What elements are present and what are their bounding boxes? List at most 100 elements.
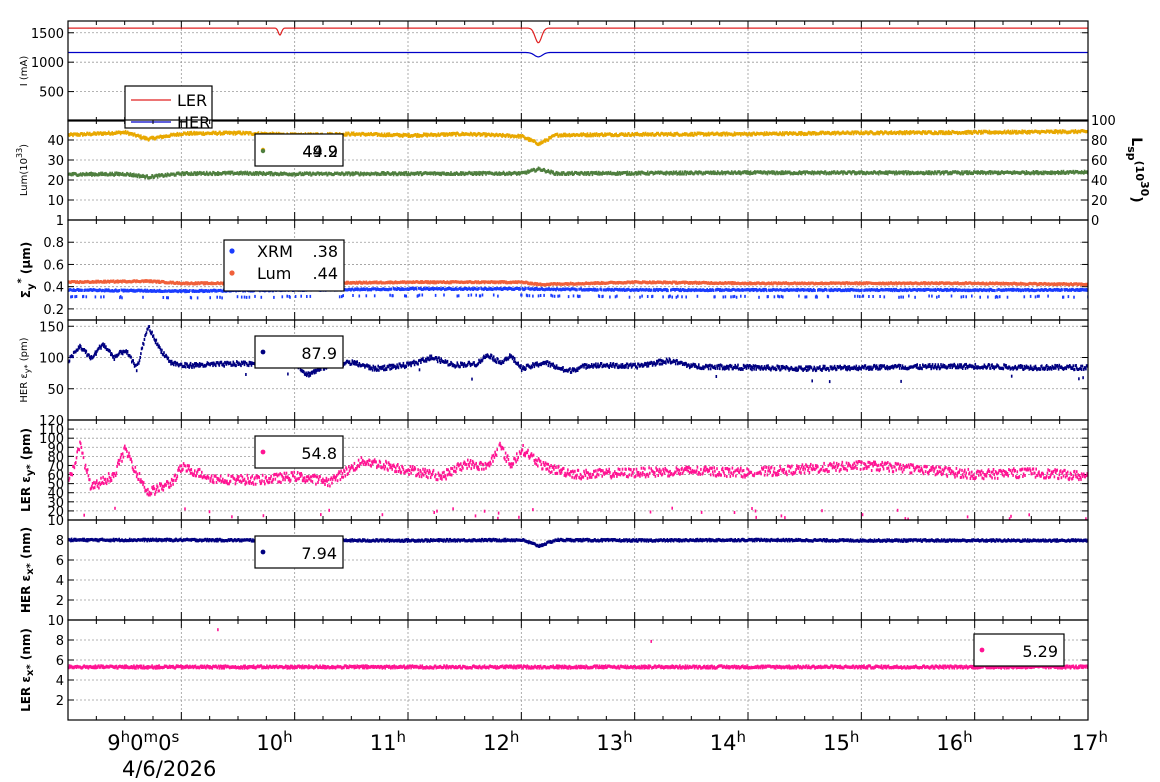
data-point: [618, 171, 621, 174]
data-point: [733, 133, 735, 137]
data-point: [890, 130, 893, 134]
data-point: [814, 289, 816, 292]
data-point: [930, 172, 932, 176]
data-point: [730, 171, 732, 175]
data-point: [216, 173, 218, 176]
data-point: [675, 295, 678, 299]
y-tick-label: 0.8: [43, 236, 64, 251]
data-point: [608, 287, 610, 291]
data-point: [162, 296, 165, 299]
data-point: [418, 286, 420, 290]
data-point: [138, 173, 140, 177]
data-point: [609, 295, 611, 299]
data-point: [109, 171, 111, 175]
data-point: [877, 130, 880, 134]
data-point: [490, 134, 492, 138]
data-point: [527, 287, 530, 291]
data-point: [976, 171, 979, 175]
data-point: [121, 296, 123, 300]
data-point: [208, 289, 211, 293]
data-point: [988, 129, 991, 133]
data-point: [1072, 169, 1075, 173]
data-point: [853, 288, 855, 292]
data-point: [531, 287, 533, 291]
data-point: [739, 170, 741, 174]
data-point: [90, 171, 92, 175]
data-point: [724, 133, 727, 137]
data-point: [474, 132, 477, 136]
data-point: [220, 289, 223, 293]
data-point: [1015, 129, 1018, 133]
data-point: [1062, 169, 1065, 173]
data-point: [420, 171, 422, 174]
data-point: [434, 287, 436, 291]
data-point: [616, 170, 619, 174]
data-point: [306, 295, 308, 298]
data-point: [434, 293, 437, 297]
data-point: [754, 170, 756, 174]
data-point: [527, 169, 529, 173]
data-point: [180, 173, 183, 177]
data-point: [481, 287, 483, 291]
data-point: [552, 170, 554, 174]
data-point: [587, 171, 589, 174]
data-point: [239, 130, 242, 134]
data-point: [1022, 289, 1025, 292]
data-point: [254, 171, 257, 174]
data-point: [567, 295, 570, 299]
data-point: [960, 295, 963, 299]
data-point: [383, 171, 385, 174]
data-point: [684, 170, 687, 174]
data-point: [781, 172, 783, 176]
data-point: [1029, 288, 1031, 292]
data-point: [651, 132, 654, 135]
data-point: [912, 130, 915, 134]
data-point: [194, 171, 196, 175]
data-point: [933, 172, 935, 176]
data-point: [772, 288, 775, 292]
data-point: [240, 295, 243, 299]
data-point: [261, 173, 264, 177]
data-point: [209, 296, 211, 300]
data-point: [886, 170, 888, 174]
data-point: [927, 288, 930, 291]
data-point: [908, 170, 910, 174]
y-right-axis-label: Lsp(1030): [1125, 137, 1151, 202]
data-point: [799, 131, 802, 135]
data-point: [216, 295, 218, 299]
data-point: [91, 173, 93, 177]
data-point: [467, 293, 470, 297]
data-point: [639, 170, 641, 174]
data-point: [1026, 131, 1028, 135]
data-point: [739, 288, 741, 292]
data-point: [601, 172, 603, 176]
data-point: [236, 295, 239, 299]
data-point: [457, 287, 459, 291]
data-point: [93, 288, 96, 292]
data-point: [579, 294, 581, 298]
data-point: [935, 289, 937, 292]
data-point: [598, 295, 601, 298]
y-tick-label: 30: [47, 154, 64, 169]
data-point: [526, 294, 529, 298]
data-point: [196, 296, 199, 300]
data-point: [893, 170, 895, 174]
data-point: [202, 131, 204, 135]
data-point: [577, 295, 580, 299]
data-point: [766, 172, 769, 176]
data-point: [140, 134, 142, 138]
data-point: [905, 170, 907, 174]
data-point: [733, 131, 736, 135]
data-point: [812, 172, 815, 176]
series-points: [68, 129, 1088, 147]
data-point: [146, 174, 148, 178]
data-point: [590, 170, 593, 174]
data-point: [392, 171, 394, 175]
data-point: [534, 139, 536, 143]
data-point: [138, 134, 141, 138]
data-point: [245, 172, 248, 176]
data-point: [999, 295, 1001, 299]
data-point: [73, 289, 76, 292]
data-point: [407, 135, 410, 138]
